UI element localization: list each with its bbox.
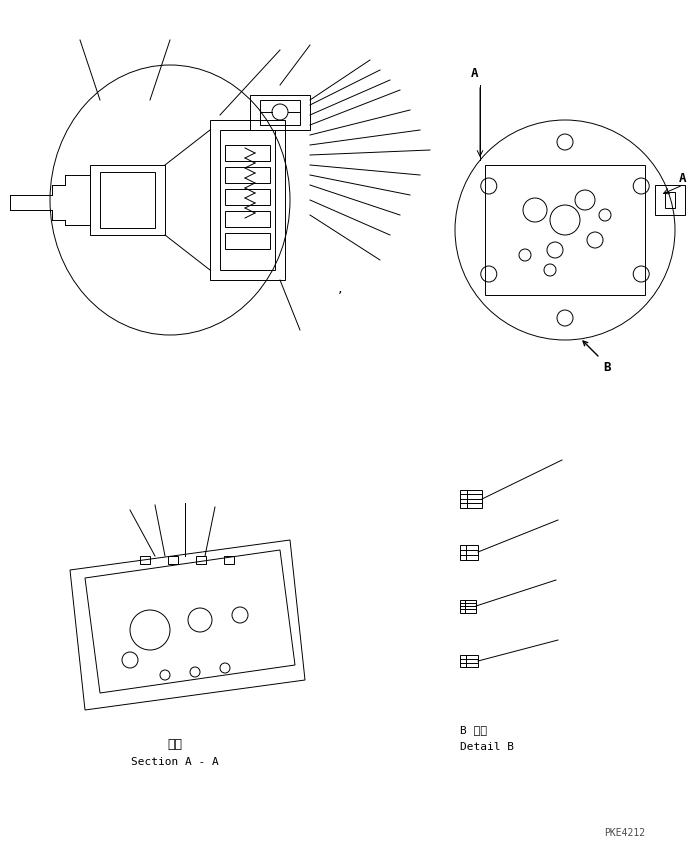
Bar bbox=[225, 233, 270, 249]
Bar bbox=[140, 556, 150, 564]
Bar bbox=[225, 167, 270, 183]
Text: Detail B: Detail B bbox=[460, 742, 514, 752]
Bar bbox=[460, 490, 482, 508]
Bar bbox=[100, 172, 155, 228]
Bar bbox=[90, 165, 165, 235]
Bar bbox=[460, 655, 478, 667]
Text: A: A bbox=[471, 67, 479, 80]
Bar bbox=[225, 145, 270, 161]
Text: ,: , bbox=[336, 285, 343, 295]
Bar bbox=[224, 556, 234, 564]
Bar bbox=[260, 100, 300, 125]
Bar bbox=[460, 545, 478, 560]
Bar bbox=[168, 556, 178, 564]
Bar bbox=[250, 95, 310, 130]
Bar bbox=[665, 192, 675, 208]
Bar bbox=[460, 600, 476, 613]
Bar bbox=[196, 556, 206, 564]
Bar bbox=[210, 120, 285, 280]
Bar bbox=[220, 130, 275, 270]
Text: PKE4212: PKE4212 bbox=[604, 828, 645, 838]
Bar bbox=[225, 211, 270, 227]
Text: B: B bbox=[603, 361, 611, 374]
Text: Section A - A: Section A - A bbox=[131, 757, 219, 767]
Text: 断面: 断面 bbox=[167, 739, 182, 751]
Bar bbox=[655, 185, 685, 215]
Text: A: A bbox=[679, 171, 687, 184]
Bar bbox=[485, 165, 645, 295]
Bar bbox=[225, 189, 270, 205]
Text: B 詳細: B 詳細 bbox=[460, 725, 487, 735]
